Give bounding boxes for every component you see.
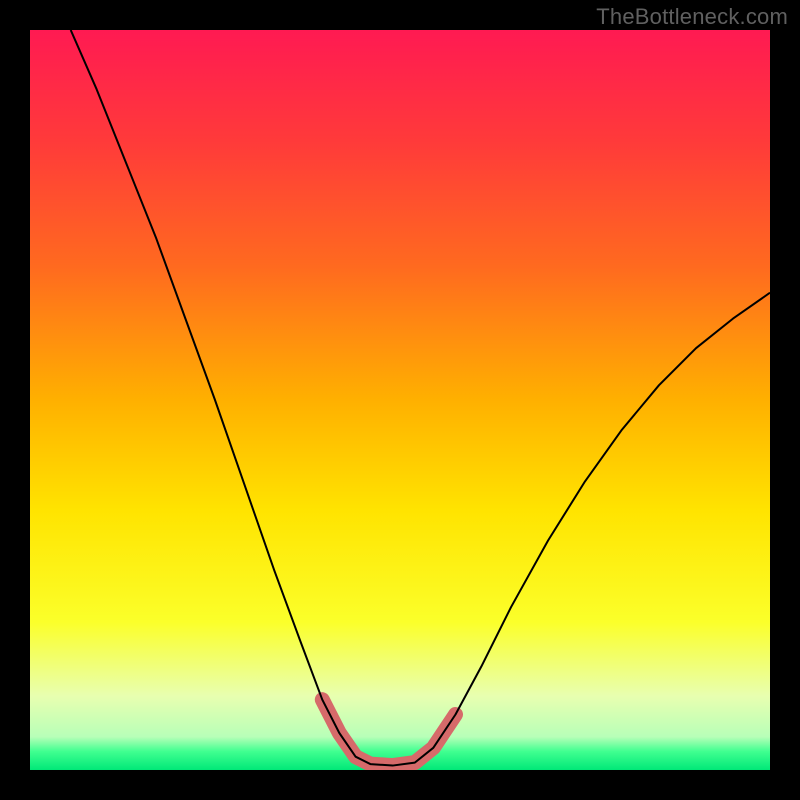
main-curve	[71, 30, 770, 766]
chart-frame: TheBottleneck.com	[0, 0, 800, 800]
watermark-text: TheBottleneck.com	[596, 4, 788, 30]
curve-layer	[30, 30, 770, 770]
plot-area	[30, 30, 770, 770]
highlight-segment	[322, 700, 455, 766]
